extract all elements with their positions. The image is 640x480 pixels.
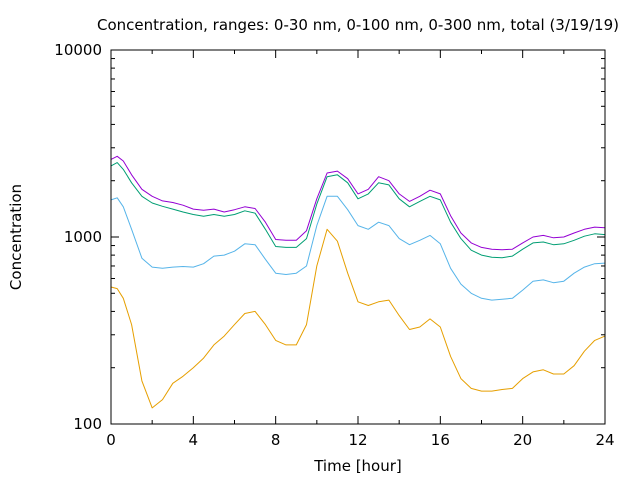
y-tick-label: 10000: [54, 41, 102, 59]
x-tick-label: 16: [431, 431, 450, 449]
series-line-1: [110, 155, 606, 251]
plot-frame: [110, 49, 606, 425]
series-line-3: [110, 195, 606, 301]
x-tick-label: 4: [189, 431, 199, 449]
x-tick-label: 12: [348, 431, 367, 449]
y-axis-label: Concentration: [7, 184, 25, 290]
series-line-2: [110, 162, 606, 259]
y-tick-label: 100: [73, 415, 102, 433]
chart-title: Concentration, ranges: 0-30 nm, 0-100 nm…: [97, 16, 619, 34]
y-tick-label: 1000: [64, 228, 102, 246]
series-group: [110, 155, 606, 409]
axis-ticks: 0 4 8 12 16 20 24 100 1000 10000: [54, 41, 614, 449]
x-axis-label: Time [hour]: [313, 457, 402, 475]
x-tick-label: 8: [271, 431, 281, 449]
series-line-4: [110, 228, 606, 409]
x-tick-label: 20: [513, 431, 532, 449]
x-tick-label: 24: [595, 431, 614, 449]
x-tick-label: 0: [106, 431, 116, 449]
